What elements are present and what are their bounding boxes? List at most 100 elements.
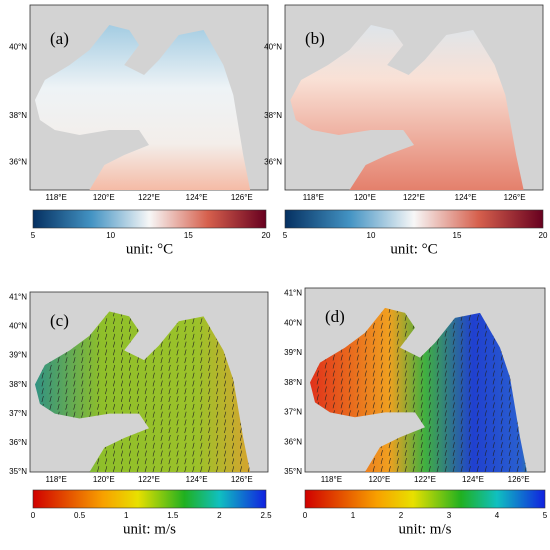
wind-arrow bbox=[380, 314, 383, 321]
wind-arrow bbox=[372, 346, 375, 353]
wind-arrow bbox=[57, 388, 60, 395]
wind-arrow bbox=[184, 450, 187, 457]
wind-arrow bbox=[436, 402, 439, 409]
wind-arrow bbox=[120, 333, 124, 340]
wind-arrow bbox=[105, 341, 108, 348]
wind-arrow bbox=[176, 341, 179, 348]
wind-arrow bbox=[484, 354, 487, 361]
lon-label: 118°E bbox=[321, 475, 342, 484]
wind-arrow bbox=[404, 465, 407, 473]
wind-arrow bbox=[420, 458, 423, 465]
wind-arrow bbox=[160, 403, 163, 410]
wind-arrow bbox=[340, 394, 343, 401]
wind-arrow bbox=[452, 434, 455, 441]
wind-arrow bbox=[168, 442, 171, 449]
wind-arrow bbox=[500, 426, 503, 433]
wind-arrow bbox=[388, 465, 391, 473]
colorbar-tick: 5 bbox=[283, 231, 288, 240]
wind-arrow bbox=[404, 354, 407, 361]
wind-arrow bbox=[444, 330, 447, 337]
wind-arrow bbox=[128, 380, 131, 387]
wind-arrow bbox=[508, 418, 511, 425]
wind-arrow bbox=[81, 403, 84, 410]
wind-arrow bbox=[324, 362, 327, 369]
wind-arrow bbox=[380, 458, 383, 465]
wind-arrow bbox=[468, 458, 471, 465]
wind-arrow bbox=[184, 458, 187, 465]
wind-arrow bbox=[144, 434, 147, 441]
wind-arrow bbox=[500, 458, 503, 465]
wind-arrow bbox=[144, 380, 147, 387]
lon-label: 124°E bbox=[186, 475, 208, 484]
wind-arrow bbox=[428, 346, 431, 353]
wind-arrow bbox=[208, 403, 211, 410]
wind-arrow bbox=[444, 450, 447, 457]
wind-arrow bbox=[136, 357, 139, 364]
wind-arrow bbox=[89, 333, 92, 340]
wind-arrow bbox=[476, 458, 479, 465]
wind-arrow bbox=[396, 314, 399, 321]
wind-arrow bbox=[444, 354, 447, 361]
wind-arrow bbox=[436, 354, 439, 361]
wind-arrow bbox=[239, 450, 243, 457]
map-panel: (b) 40°N 38°N 36°N 118°E 120°E 122°E 124°E 126°E… bbox=[264, 4, 548, 257]
unit-label: unit: m/s bbox=[123, 521, 176, 537]
wind-arrow bbox=[492, 386, 495, 393]
wind-arrow bbox=[184, 419, 187, 426]
wind-arrow bbox=[484, 442, 487, 449]
wind-arrow bbox=[324, 386, 327, 393]
wind-arrow bbox=[136, 372, 139, 379]
map-panel: (a) 40°N 38°N 36°N 118°E 120°E 122°E 124°E 126°E… bbox=[9, 4, 271, 257]
wind-arrow bbox=[404, 330, 407, 337]
wind-arrow bbox=[380, 346, 383, 353]
wind-arrow bbox=[476, 450, 479, 457]
wind-arrow bbox=[128, 364, 131, 371]
wind-arrow bbox=[428, 354, 431, 361]
wind-arrow bbox=[484, 338, 487, 345]
wind-arrow bbox=[208, 396, 211, 403]
wind-arrow bbox=[113, 403, 116, 410]
wind-arrow bbox=[160, 419, 163, 426]
wind-arrow bbox=[208, 434, 211, 441]
wind-arrow bbox=[200, 341, 203, 348]
colorbar-tick: 2.5 bbox=[260, 511, 272, 520]
wind-arrow bbox=[452, 346, 455, 353]
wind-arrow bbox=[41, 372, 44, 379]
wind-arrow bbox=[160, 396, 163, 403]
wind-arrow bbox=[57, 357, 60, 364]
wind-arrow bbox=[396, 378, 399, 385]
wind-arrow bbox=[160, 388, 163, 395]
wind-arrow bbox=[224, 372, 227, 379]
wind-arrow bbox=[412, 370, 415, 377]
wind-arrow bbox=[89, 380, 92, 387]
wind-arrow bbox=[89, 357, 92, 364]
wind-arrow bbox=[184, 466, 187, 472]
wind-arrow bbox=[348, 362, 351, 369]
wind-arrow bbox=[200, 333, 203, 340]
wind-arrow bbox=[348, 394, 351, 401]
wind-arrow bbox=[372, 370, 375, 377]
wind-arrow bbox=[444, 465, 447, 473]
wind-arrow bbox=[364, 410, 367, 417]
wind-arrow bbox=[404, 394, 407, 401]
lon-label: 126°E bbox=[508, 475, 530, 484]
wind-arrow bbox=[492, 338, 495, 345]
wind-arrow bbox=[128, 372, 131, 379]
wind-arrow bbox=[65, 372, 68, 379]
wind-arrow bbox=[420, 442, 423, 449]
wind-arrow bbox=[232, 411, 235, 418]
wind-arrow bbox=[152, 450, 155, 457]
wind-arrow bbox=[372, 465, 375, 473]
wind-arrow bbox=[192, 466, 195, 472]
wind-arrow bbox=[232, 403, 235, 410]
wind-arrow bbox=[192, 325, 195, 332]
wind-arrow bbox=[160, 411, 163, 418]
wind-arrow bbox=[160, 442, 163, 449]
wind-arrow bbox=[200, 364, 203, 371]
wind-arrow bbox=[516, 426, 519, 433]
lat-label: 36°N bbox=[284, 437, 302, 446]
wind-arrow bbox=[444, 378, 447, 385]
wind-arrow bbox=[460, 434, 463, 441]
wind-arrow bbox=[168, 396, 171, 403]
wind-arrow bbox=[436, 426, 439, 433]
